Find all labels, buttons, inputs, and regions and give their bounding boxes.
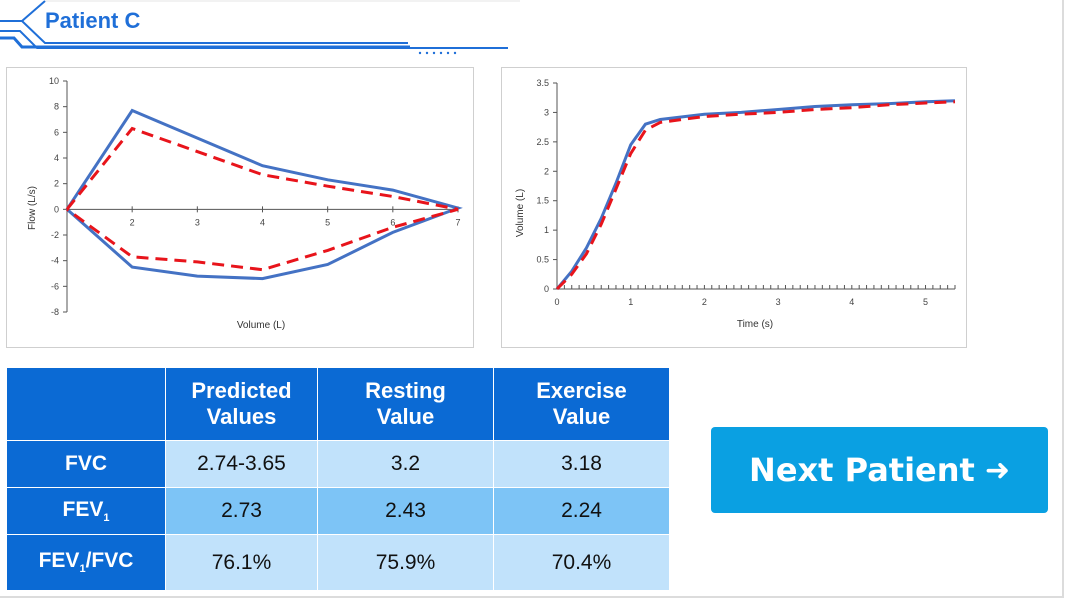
flow-volume-chart: -8 -6 -4 -2 0 2 4 6 8 10 2 3 4 5 6 7 Volume (L) Flow (L… <box>6 67 474 348</box>
volume-xtick-label: 3 <box>776 297 781 307</box>
flow-volume-plot: -8 -6 -4 -2 0 2 4 6 8 10 2 3 4 5 6 7 Volume (L) Flow (L… <box>27 76 463 331</box>
cell-fev1-predicted: 2.73 <box>165 487 318 535</box>
volume-xtick-label: 5 <box>923 297 928 307</box>
flow-xtick-label: 2 <box>130 217 135 227</box>
header-resting: Resting Value <box>317 367 494 441</box>
flow-ytick-label: -6 <box>51 281 59 291</box>
volume-xtick-label: 2 <box>702 297 707 307</box>
volume-time-chart: 0 0.5 1 1.5 2 2.5 3 3.5 0 1 2 3 4 5 Time (s) Volume (… <box>501 67 967 348</box>
volume-ytick-label: 1.5 <box>536 196 549 206</box>
flow-ytick-label: -2 <box>51 230 59 240</box>
flow-xtick-label: 6 <box>390 217 395 227</box>
cell-ratio-predicted: 76.1% <box>165 534 318 591</box>
row-label-fvc: FVC <box>6 440 166 488</box>
flow-ytick-label: 4 <box>54 153 59 163</box>
table-row: FEV1 2.73 2.43 2.24 <box>6 487 670 535</box>
table-row: FEV1/FVC 76.1% 75.9% 70.4% <box>6 534 670 591</box>
volume-xtick-label: 0 <box>554 297 559 307</box>
cell-fvc-exercise: 3.18 <box>493 440 670 488</box>
volume-xtick-label: 4 <box>849 297 854 307</box>
table-row: FVC 2.74-3.65 3.2 3.18 <box>6 440 670 488</box>
volume-ytick-label: 0 <box>544 284 549 294</box>
header-predicted: Predicted Values <box>165 367 318 441</box>
row-label-fev1-fvc: FEV1/FVC <box>6 534 166 591</box>
page-title: Patient C <box>45 8 141 33</box>
volume-xtick-label: 1 <box>628 297 633 307</box>
next-patient-button[interactable]: Next Patient ➜ <box>711 427 1048 513</box>
volume-series-resting <box>555 99 956 290</box>
flow-ytick-label: -8 <box>51 307 59 317</box>
volume-ytick-label: 1 <box>544 225 549 235</box>
volume-xlabel: Time (s) <box>737 319 773 330</box>
volume-ytick-label: 3.5 <box>536 78 549 88</box>
volume-ytick-label: 2 <box>544 166 549 176</box>
volume-time-plot: 0 0.5 1 1.5 2 2.5 3 3.5 0 1 2 3 4 5 Time (s) Volume (… <box>515 78 956 330</box>
flow-xlabel: Volume (L) <box>237 320 285 331</box>
flow-xtick-label: 5 <box>325 217 330 227</box>
flow-xtick-label: 4 <box>260 217 265 227</box>
volume-ytick-label: 2.5 <box>536 137 549 147</box>
header-decoration <box>0 0 520 55</box>
flow-ytick-label: 8 <box>54 102 59 112</box>
flow-ytick-label: 10 <box>49 76 59 86</box>
flow-ytick-label: 2 <box>54 179 59 189</box>
cell-fev1-resting: 2.43 <box>317 487 494 535</box>
volume-ylabel: Volume (L) <box>515 189 526 237</box>
spirometry-table: Predicted Values Resting Value Exercise Val… <box>6 367 670 591</box>
cell-fvc-resting: 3.2 <box>317 440 494 488</box>
flow-xtick-label: 3 <box>195 217 200 227</box>
flow-series-resting <box>65 108 463 281</box>
flow-ytick-label: -4 <box>51 256 59 266</box>
flow-ylabel: Flow (L/s) <box>27 186 38 230</box>
volume-series-exercise <box>555 100 956 291</box>
cell-ratio-resting: 75.9% <box>317 534 494 591</box>
row-label-fev1: FEV1 <box>6 487 166 535</box>
flow-series-exercise <box>65 126 459 272</box>
flow-xtick-label: 7 <box>455 217 460 227</box>
flow-ytick-label: 0 <box>54 204 59 214</box>
table-corner <box>6 367 166 441</box>
cell-fvc-predicted: 2.74-3.65 <box>165 440 318 488</box>
next-patient-label: Next Patient <box>749 451 975 489</box>
cell-fev1-exercise: 2.24 <box>493 487 670 535</box>
table-header-row: Predicted Values Resting Value Exercise Val… <box>6 367 670 441</box>
flow-ytick-label: 6 <box>54 127 59 137</box>
arrow-right-icon: ➜ <box>984 452 1010 488</box>
header: Patient C <box>0 0 520 60</box>
volume-ytick-label: 3 <box>544 107 549 117</box>
cell-ratio-exercise: 70.4% <box>493 534 670 591</box>
header-exercise: Exercise Value <box>493 367 670 441</box>
volume-ytick-label: 0.5 <box>536 255 549 265</box>
